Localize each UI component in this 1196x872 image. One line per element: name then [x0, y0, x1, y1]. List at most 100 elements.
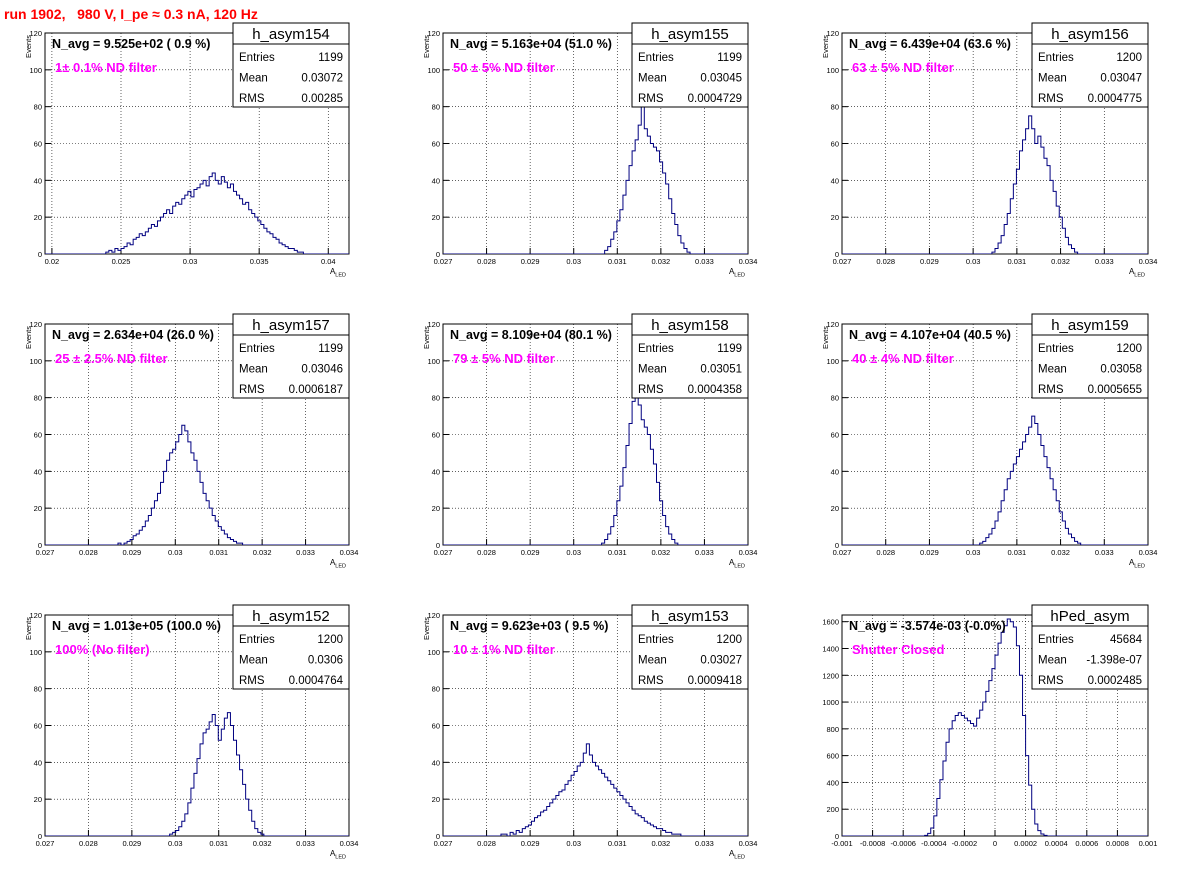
x-tick-label: 0.034: [739, 548, 758, 557]
stats-key-mean: Mean: [239, 364, 268, 376]
y-tick-label: 100: [427, 648, 440, 657]
y-tick-label: 60: [831, 431, 839, 440]
stats-value-entries: 1200: [1116, 52, 1142, 64]
navg-label: N_avg = 1.013e+05 (100.0 %): [52, 619, 221, 633]
x-axis-label: ALED: [330, 849, 346, 861]
navg-label: N_avg = 9.623e+03 ( 9.5 %): [450, 619, 608, 633]
y-tick-label: 40: [432, 176, 440, 185]
stats-key-rms: RMS: [239, 93, 265, 105]
histogram-panel-h_asym154: 0.02 0.025 0.03 0.035 0.04 0 20 40 60 80 100 120Eve…: [24, 22, 350, 279]
y-tick-label: 60: [34, 140, 42, 149]
x-tick-label: 0.03: [566, 839, 581, 848]
x-tick-label: 0.029: [122, 839, 141, 848]
y-axis-label: Events: [24, 326, 33, 349]
filter-label: 40 ± 4% ND filter: [852, 351, 954, 366]
x-tick-label: 0.029: [122, 548, 141, 557]
histogram-bins: [443, 743, 748, 836]
stats-key-mean: Mean: [1038, 364, 1067, 376]
stats-title: h_asym158: [651, 317, 729, 334]
filter-label: 50 ± 5% ND filter: [453, 60, 555, 75]
y-tick-label: 1400: [822, 644, 839, 653]
x-tick-label: 0.033: [695, 548, 714, 557]
y-tick-label: 40: [432, 467, 440, 476]
histogram-line: [842, 618, 1148, 836]
navg-label: N_avg = 4.107e+04 (40.5 %): [849, 328, 1011, 342]
y-tick-label: 600: [826, 752, 839, 761]
stats-key-mean: Mean: [1038, 655, 1067, 667]
y-tick-label: 120: [826, 29, 839, 38]
stats-title: h_asym154: [252, 26, 330, 43]
x-tick-label: 0.034: [340, 548, 359, 557]
histogram-line: [45, 424, 349, 545]
stats-value-mean: 0.03058: [1100, 364, 1142, 376]
navg-label: N_avg = 5.163e+04 (51.0 %): [450, 37, 612, 51]
x-axis-label: ALED: [729, 558, 745, 570]
x-tick-label: -0.0004: [921, 839, 946, 848]
histogram-bins: [842, 115, 1148, 254]
x-tick-label: -0.0008: [860, 839, 885, 848]
x-tick-label: 0.035: [250, 257, 269, 266]
x-tick-label: 0.03: [966, 257, 981, 266]
x-tick-label: 0.031: [608, 548, 627, 557]
stats-value-mean: 0.03051: [700, 364, 742, 376]
x-axis-label: ALED: [1129, 267, 1145, 279]
x-tick-label: 0.001: [1139, 839, 1158, 848]
x-tick-label: -0.001: [831, 839, 852, 848]
y-tick-label: 40: [34, 758, 42, 767]
x-tick-label: 0.031: [209, 548, 228, 557]
stats-value-entries: 1199: [318, 52, 343, 64]
stats-key-rms: RMS: [638, 675, 664, 687]
y-tick-label: 80: [34, 394, 42, 403]
histogram-line: [443, 380, 748, 545]
histogram-line: [443, 93, 748, 254]
x-tick-label: 0.027: [36, 839, 55, 848]
x-tick-label: 0.027: [36, 548, 55, 557]
x-tick-label: 0.033: [296, 548, 315, 557]
x-tick-label: 0.032: [253, 548, 272, 557]
histogram-bins: [443, 93, 748, 254]
y-tick-label: 20: [432, 504, 440, 513]
y-tick-label: 80: [831, 103, 839, 112]
stats-value-entries: 1200: [1116, 343, 1142, 355]
x-tick-label: 0.029: [920, 257, 939, 266]
y-tick-label: 60: [432, 722, 440, 731]
stats-box: [1031, 604, 1149, 690]
stats-key-mean: Mean: [638, 73, 667, 85]
stats-key-rms: RMS: [1038, 384, 1064, 396]
stats-value-mean: -1.398e-07: [1086, 655, 1142, 667]
histogram-line: [842, 415, 1148, 545]
histogram-panel-h_asym159: 0.027 0.028 0.029 0.03 0.031 0.032 0.033 0.034 0…: [821, 313, 1157, 570]
stats-key-mean: Mean: [638, 655, 667, 667]
y-tick-label: 120: [29, 320, 42, 329]
x-tick-label: 0.031: [1007, 548, 1026, 557]
histogram-bins: [45, 172, 349, 254]
y-tick-label: 0: [38, 541, 42, 550]
stats-value-rms: 0.00285: [301, 93, 343, 105]
stats-value-entries: 45684: [1110, 634, 1143, 646]
x-tick-label: 0.027: [833, 257, 852, 266]
stats-title: h_asym157: [252, 317, 330, 334]
x-tick-label: 0.034: [1139, 257, 1158, 266]
y-tick-label: 120: [29, 611, 42, 620]
stats-title: h_asym159: [1051, 317, 1129, 334]
y-tick-label: 60: [432, 140, 440, 149]
x-tick-label: 0.04: [321, 257, 336, 266]
stats-key-entries: Entries: [638, 52, 674, 64]
y-axis-label: Events: [24, 35, 33, 58]
y-tick-label: 1600: [822, 618, 839, 627]
stats-key-entries: Entries: [1038, 343, 1074, 355]
y-tick-label: 120: [427, 29, 440, 38]
histogram-bins: [45, 712, 349, 836]
y-tick-label: 20: [34, 504, 42, 513]
y-tick-label: 0: [835, 541, 839, 550]
navg-label: N_avg = 8.109e+04 (80.1 %): [450, 328, 612, 342]
x-tick-label: 0.03: [168, 548, 183, 557]
y-tick-label: 0: [38, 250, 42, 259]
x-tick-label: 0.032: [651, 839, 670, 848]
x-tick-label: 0.032: [1051, 257, 1070, 266]
x-tick-label: 0.032: [253, 839, 272, 848]
y-tick-label: 80: [34, 685, 42, 694]
y-tick-label: 20: [831, 504, 839, 513]
y-tick-label: 100: [29, 357, 42, 366]
y-tick-label: 120: [29, 29, 42, 38]
